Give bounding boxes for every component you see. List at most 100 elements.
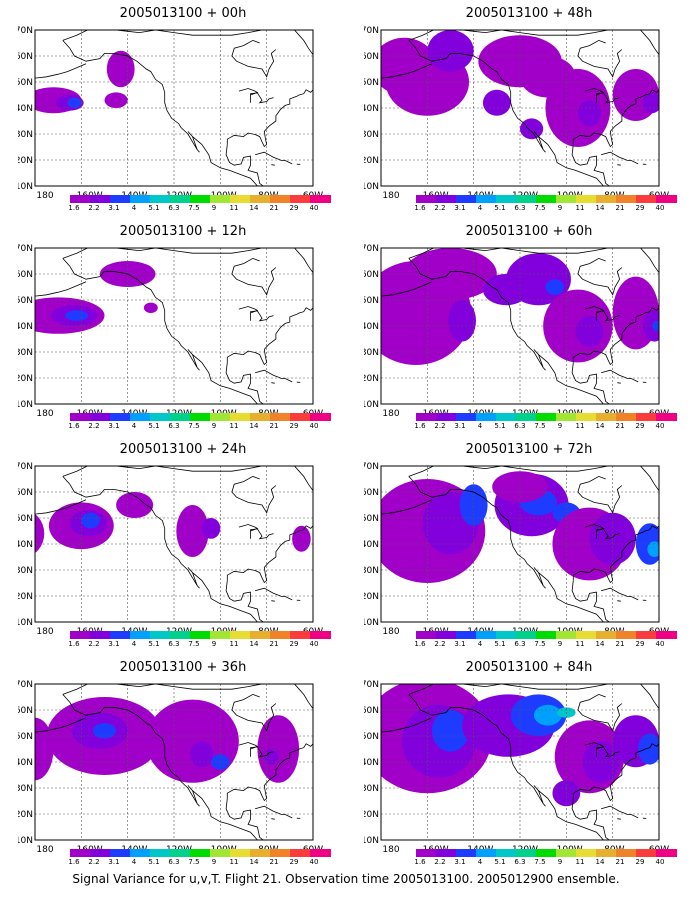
lat-tick-label: 10N (364, 400, 379, 410)
colorbar-swatch (596, 413, 617, 421)
colorbar-label: 40 (655, 640, 665, 648)
colorbar-swatch (616, 849, 637, 857)
variance-area (448, 300, 476, 342)
variance-area (427, 30, 474, 72)
variance-area (264, 749, 279, 765)
lat-tick-label: 60N (18, 488, 33, 498)
panel-title: 2005013100 + 72h (465, 442, 593, 457)
colorbar-swatch (210, 849, 231, 857)
lat-tick-label: 30N (18, 130, 33, 140)
coastline (226, 89, 313, 148)
colorbar-label: 2.2 (434, 858, 446, 866)
coastline (231, 703, 277, 732)
coastline (640, 248, 659, 273)
colorbar: 1.6 2.2 3.1 4 5.1 6.3 7.5 9 11 14 21 29 40 (414, 631, 677, 651)
colorbar-label: 5.1 (148, 204, 160, 212)
colorbar-label: 6.3 (168, 422, 180, 430)
colorbar-label: 9 (211, 204, 217, 212)
colorbar-label: 11 (575, 640, 585, 648)
colorbar-swatch (516, 195, 537, 203)
colorbar-swatch (170, 195, 191, 203)
coastline (577, 39, 606, 57)
coastline (294, 30, 313, 55)
colorbar-label: 4 (131, 858, 137, 866)
colorbar-swatch (416, 849, 437, 857)
lat-tick-label: 70N (18, 680, 33, 690)
plot-frame (34, 683, 314, 841)
variance-area (575, 315, 604, 347)
coastline (62, 476, 258, 622)
plot-frame (380, 683, 660, 841)
coastline (271, 600, 275, 602)
lat-tick-label: 30N (18, 348, 33, 358)
variance-area (257, 715, 300, 783)
coastline (231, 39, 260, 57)
colorbar-swatch (636, 413, 657, 421)
coastline (35, 499, 87, 515)
map-plot: 70N60N50N40N30N20N10N180160W140W120W100W… (364, 680, 669, 855)
colorbar: 1.6 2.2 3.1 4 5.1 6.3 7.5 9 11 14 21 29 40 (68, 195, 331, 215)
variance-area (104, 92, 128, 108)
lat-tick-label: 20N (364, 592, 379, 602)
lat-tick-label: 40N (364, 758, 379, 768)
coastline (294, 466, 313, 491)
coastline (225, 798, 264, 840)
lat-tick-label: 50N (18, 732, 33, 742)
colorbar-label: 2.2 (88, 858, 100, 866)
lat-tick-label: 20N (364, 810, 379, 820)
coastline (626, 596, 639, 601)
lat-tick-label: 70N (364, 26, 379, 36)
lat-tick-label: 70N (364, 462, 379, 472)
coastline (62, 684, 263, 695)
map-plot: 70N60N50N40N30N20N10N180160W140W120W100W… (18, 244, 323, 419)
plot-frame (380, 247, 660, 405)
colorbar-label: 2.2 (434, 640, 446, 648)
coastline (572, 89, 659, 148)
panel-title: 2005013100 + 24h (119, 442, 247, 457)
coastline (35, 63, 87, 79)
coastline (271, 382, 275, 384)
map-plot: 70N60N50N40N30N20N10N180160W140W120W100W… (18, 680, 323, 855)
coastline (62, 466, 263, 477)
coastline (280, 378, 293, 383)
panel-title: 2005013100 + 12h (119, 224, 247, 239)
colorbar-label: 1.6 (68, 640, 80, 648)
colorbar-label: 40 (655, 858, 665, 866)
variance-area (65, 310, 89, 321)
variance-area (67, 97, 82, 109)
colorbar-label: 9 (211, 422, 217, 430)
colorbar-swatch (90, 195, 111, 203)
coastline (226, 525, 313, 584)
coastline (577, 693, 606, 711)
coastline (571, 362, 610, 404)
coastline (572, 307, 659, 366)
colorbar-swatch (110, 195, 131, 203)
colorbar-label: 6.3 (514, 204, 526, 212)
colorbar-swatch (310, 631, 331, 639)
colorbar-swatch (90, 849, 111, 857)
colorbar-label: 40 (309, 204, 319, 212)
coastline (596, 528, 620, 540)
lat-tick-label: 10N (364, 182, 379, 192)
map-panel: 2005013100 + 60h 70N 60N 50N 40N 30N 20N 10N180… (364, 224, 692, 439)
lon-tick-label: 180 (36, 409, 53, 419)
variance-area (459, 484, 488, 526)
colorbar-swatch (210, 195, 231, 203)
coastline (226, 307, 313, 366)
colorbar-swatch (616, 413, 637, 421)
colorbar-swatch (270, 849, 291, 857)
colorbar-label: 7.5 (534, 640, 546, 648)
coastline (381, 499, 433, 515)
variance-area (482, 89, 511, 116)
colorbar-swatch (70, 413, 91, 421)
colorbar-label: 2.2 (434, 422, 446, 430)
colorbar-swatch (456, 849, 477, 857)
lat-tick-label: 60N (18, 52, 33, 62)
coastline (626, 378, 639, 383)
colorbar-swatch (496, 195, 517, 203)
colorbar-label: 40 (309, 858, 319, 866)
colorbar-label: 7.5 (188, 204, 200, 212)
lat-tick-label: 10N (18, 400, 33, 410)
lat-tick-label: 70N (364, 244, 379, 254)
colorbar-swatch (90, 631, 111, 639)
